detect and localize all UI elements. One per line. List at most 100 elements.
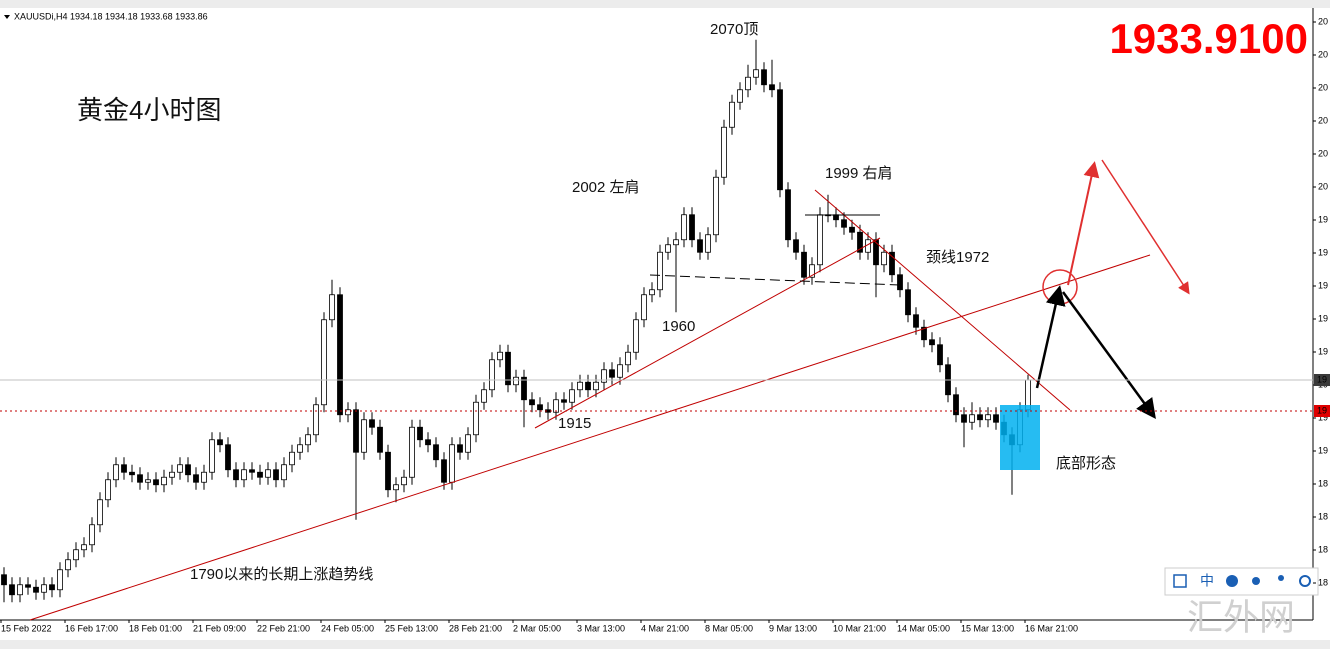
tool-icon[interactable] bbox=[1226, 575, 1238, 587]
candle-body bbox=[737, 89, 743, 103]
y-tick-label: 20 bbox=[1318, 115, 1328, 125]
arrow-down-black bbox=[1061, 291, 1156, 420]
watermark: 汇外网 bbox=[1187, 597, 1295, 638]
bottom-box bbox=[1000, 405, 1040, 470]
candle-body bbox=[745, 76, 751, 91]
neckline bbox=[649, 274, 901, 286]
y-tick-label: 19 bbox=[1318, 346, 1328, 356]
candle-body bbox=[9, 584, 15, 596]
candle-body bbox=[409, 426, 415, 478]
x-tick-label: 18 Feb 01:00 bbox=[129, 623, 182, 633]
candle-body bbox=[489, 359, 495, 391]
candle-body bbox=[977, 414, 983, 421]
candle-body bbox=[497, 351, 503, 361]
x-tick-label: 15 Feb 2022 bbox=[1, 623, 52, 633]
x-tick-label: 16 Mar 21:00 bbox=[1025, 623, 1078, 633]
candle-body bbox=[73, 549, 79, 561]
candle-body bbox=[57, 569, 63, 591]
cross-circle bbox=[1042, 269, 1078, 305]
candle-body bbox=[809, 264, 815, 278]
long-trendline bbox=[29, 254, 1151, 621]
y-tick-label: 19 bbox=[1318, 247, 1328, 257]
candle-body bbox=[569, 389, 575, 403]
candle-body bbox=[649, 289, 655, 296]
candle-body bbox=[577, 381, 583, 391]
candle-body bbox=[617, 364, 623, 378]
candle-body bbox=[433, 444, 439, 461]
candle-body bbox=[377, 426, 383, 453]
candle-body bbox=[761, 69, 767, 86]
candle-body bbox=[561, 399, 567, 403]
candle-body bbox=[417, 426, 423, 441]
trendline bbox=[534, 237, 881, 429]
candle-body bbox=[33, 586, 39, 593]
y-tick-label: 18 bbox=[1318, 577, 1328, 587]
candle-body bbox=[729, 101, 735, 128]
candle-body bbox=[321, 319, 327, 406]
annotation: 底部形态 bbox=[1056, 455, 1116, 472]
arrow-down-red bbox=[1101, 159, 1190, 295]
x-tick-label: 15 Mar 13:00 bbox=[961, 623, 1014, 633]
candle-body bbox=[297, 444, 303, 453]
price-big: 1933.9100 bbox=[1109, 15, 1308, 62]
tool-icon[interactable] bbox=[1299, 575, 1311, 587]
x-tick-label: 28 Feb 21:00 bbox=[449, 623, 502, 633]
x-tick-label: 2 Mar 05:00 bbox=[513, 623, 561, 633]
candle-body bbox=[953, 394, 959, 416]
downtrend-line bbox=[814, 189, 1071, 411]
candle-body bbox=[169, 471, 175, 478]
candle-body bbox=[665, 244, 671, 253]
tool-lang[interactable]: 中 bbox=[1200, 573, 1214, 589]
candle-body bbox=[769, 84, 775, 91]
level-box bbox=[1314, 405, 1330, 417]
tool-icon[interactable] bbox=[1173, 574, 1187, 588]
candle-body bbox=[425, 439, 431, 446]
x-tick-label: 10 Mar 21:00 bbox=[833, 623, 886, 633]
y-tick-label: 20 bbox=[1318, 49, 1328, 59]
candle-body bbox=[185, 464, 191, 476]
annotation: 2070顶 bbox=[710, 21, 758, 38]
candle-body bbox=[985, 414, 991, 421]
candle-body bbox=[393, 484, 399, 491]
candle-body bbox=[889, 251, 895, 276]
candle-body bbox=[625, 351, 631, 366]
annotation: 1960 bbox=[662, 318, 695, 335]
tool-icon[interactable] bbox=[1278, 575, 1284, 581]
candle-body bbox=[521, 376, 527, 401]
tool-icon[interactable] bbox=[1252, 577, 1260, 585]
candle-body bbox=[641, 294, 647, 321]
candle-body bbox=[609, 369, 615, 378]
x-tick-label: 9 Mar 13:00 bbox=[769, 623, 817, 633]
candle-body bbox=[193, 474, 199, 483]
candle-body bbox=[785, 189, 791, 241]
candle-body bbox=[121, 464, 127, 473]
candle-body bbox=[633, 319, 639, 353]
candle-body bbox=[929, 339, 935, 346]
candle-body bbox=[113, 464, 119, 481]
arrow-up-black bbox=[1035, 285, 1066, 389]
candle-body bbox=[457, 444, 463, 453]
candle-body bbox=[817, 214, 823, 266]
tool-panel[interactable] bbox=[1164, 567, 1319, 596]
annotation: 1999 右肩 bbox=[825, 165, 893, 182]
candle-body bbox=[777, 89, 783, 191]
candle-body bbox=[65, 559, 71, 571]
y-tick-label: 19 bbox=[1318, 412, 1328, 422]
candle-body bbox=[937, 344, 943, 366]
candle-body bbox=[233, 469, 239, 481]
candle-body bbox=[17, 584, 23, 596]
y-tick-label: 18 bbox=[1318, 511, 1328, 521]
candle-body bbox=[697, 239, 703, 253]
candle-body bbox=[553, 399, 559, 413]
candle-body bbox=[49, 584, 55, 591]
candle-body bbox=[849, 226, 855, 233]
candle-body bbox=[921, 326, 927, 341]
candle-body bbox=[897, 274, 903, 291]
candle-body bbox=[961, 414, 967, 423]
candle-body bbox=[177, 464, 183, 473]
candle-body bbox=[337, 294, 343, 416]
y-tick-label: 19 bbox=[1318, 280, 1328, 290]
annotation: 1790以来的长期上涨趋势线 bbox=[190, 566, 373, 583]
candle-body bbox=[161, 476, 167, 486]
candle-body bbox=[601, 369, 607, 383]
